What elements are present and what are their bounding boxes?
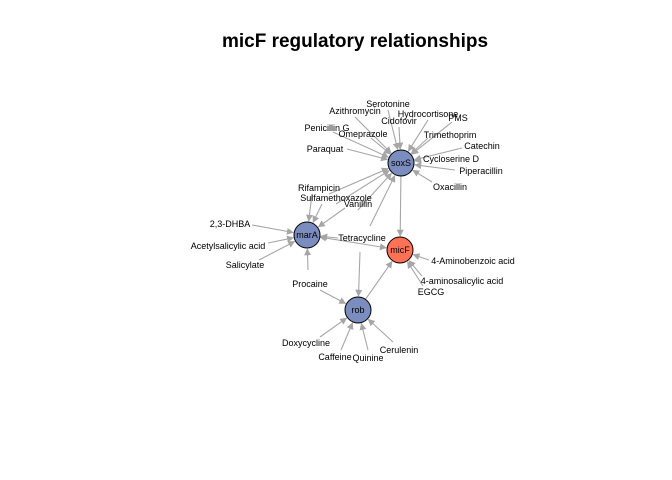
compound-label-aminosalicylic: 4-aminosalicylic acid <box>421 276 504 286</box>
compound-label-piperacillin: Piperacillin <box>459 166 503 176</box>
edge-vanillin-to-marA <box>317 207 346 228</box>
edge-omeprazole-to-soxS <box>370 137 391 155</box>
compound-label-paraquat: Paraquat <box>307 144 344 154</box>
nodes-layer: soxS marA rob micF <box>293 149 415 324</box>
compound-label-tetracycline: Tetracycline <box>338 233 386 243</box>
edge-acetylsalicylic-to-marA <box>267 235 294 244</box>
compound-label-hydrocortisone: Hydrocortisone <box>398 109 459 119</box>
compound-label-sulfamethoxazole: Sulfamethoxazole <box>300 193 372 203</box>
node-circle-micF <box>386 236 414 264</box>
compound-label-cerulenin: Cerulenin <box>380 345 419 355</box>
edge-sulfamethoxazole-to-marA <box>312 203 323 224</box>
edge-catechin-to-soxS <box>413 147 463 162</box>
edge-doxycycline-to-rob <box>319 317 348 338</box>
node-circle-marA <box>293 221 321 249</box>
edge-soxS-to-micF <box>396 175 404 237</box>
compound-label-caffeine: Caffeine <box>318 352 351 362</box>
compound-label-oxacillin: Oxacillin <box>433 182 467 192</box>
edge-procaine-to-rob <box>319 289 347 304</box>
edge-caffeine-to-rob <box>340 322 354 351</box>
node-label-rob: rob <box>351 305 364 315</box>
edge-salicylate-to-marA <box>258 241 296 261</box>
node-circle-rob <box>344 296 372 324</box>
compound-label-pms: PMS <box>448 113 468 123</box>
edge-rifampicin-to-marA <box>305 193 313 222</box>
compound-label-quinine: Quinine <box>352 353 383 363</box>
edge-aminobenzoic-to-micF <box>412 253 430 261</box>
edge-marA-to-micF <box>319 234 387 251</box>
edge-hydrocortisone-to-soxS <box>407 119 429 152</box>
edge-pms-to-soxS <box>411 121 453 155</box>
edge-dhba-to-marA <box>251 224 294 235</box>
diagram-title: micF regulatory relationships <box>222 31 488 52</box>
compound-label-omeprazole: Omeprazole <box>338 129 387 139</box>
node-micF: micF <box>386 236 414 264</box>
node-soxS: soxS <box>387 149 415 177</box>
compound-label-penicillin-g: Penicillin G <box>304 123 349 133</box>
edge-piperacillin-to-soxS <box>414 162 456 171</box>
compound-label-vanillin: Vanillin <box>344 199 372 209</box>
edge-cerulenin-to-rob <box>367 318 394 343</box>
node-circle-soxS <box>387 149 415 177</box>
edges-layer <box>251 109 463 351</box>
compound-label-acetylsalicylic: Acetylsalicylic acid <box>191 241 266 251</box>
edge-vanillin-to-soxS <box>357 172 392 211</box>
compound-label-doxycycline: Doxycycline <box>282 338 330 348</box>
compound-label-cidofovir: Cidofovir <box>381 116 417 126</box>
compound-label-dhba: 2,3-DHBA <box>210 219 251 229</box>
edge-azithromycin-to-soxS <box>354 116 392 154</box>
compound-label-procaine: Procaine <box>292 279 328 289</box>
edge-quinine-to-rob <box>359 322 369 351</box>
compound-label-cycloserine-d: Cycloserine D <box>423 154 480 164</box>
compound-label-salicylate: Salicylate <box>226 260 265 270</box>
compound-label-egcg: EGCG <box>418 287 445 297</box>
edge-egcg-to-micF <box>407 261 424 287</box>
compound-label-catechin: Catechin <box>464 141 500 151</box>
edge-paraquat-to-soxS <box>346 148 389 162</box>
edge-serotonine-to-soxS <box>387 109 400 151</box>
edge-tetracycline-to-soxS <box>369 174 396 227</box>
edge-cycloserine_d-to-soxS <box>414 156 422 164</box>
edge-rob-to-micF <box>365 260 393 300</box>
edge-procaine-to-marA <box>304 248 312 271</box>
edge-sulfamethoxazole-to-soxS <box>335 170 390 205</box>
edge-rifampicin-to-soxS <box>328 167 389 195</box>
edge-penicillin_g-to-soxS <box>332 131 389 158</box>
edge-cidofovir-to-soxS <box>396 126 404 150</box>
edge-tetracycline-to-rob <box>355 251 363 297</box>
compound-label-trimethoprim: Trimethoprim <box>424 130 477 140</box>
node-rob: rob <box>344 296 372 324</box>
node-label-soxS: soxS <box>391 158 411 168</box>
node-label-marA: marA <box>296 230 318 240</box>
node-label-micF: micF <box>390 245 410 255</box>
compound-label-aminobenzoic: 4-Aminobenzoic acid <box>431 256 515 266</box>
edge-trimethoprim-to-soxS <box>410 137 429 154</box>
compound-label-serotonine: Serotonine <box>366 99 410 109</box>
node-marA: marA <box>293 221 321 249</box>
edge-oxacillin-to-soxS <box>412 169 433 183</box>
compound-label-rifampicin: Rifampicin <box>298 183 340 193</box>
compound-label-azithromycin: Azithromycin <box>329 106 381 116</box>
